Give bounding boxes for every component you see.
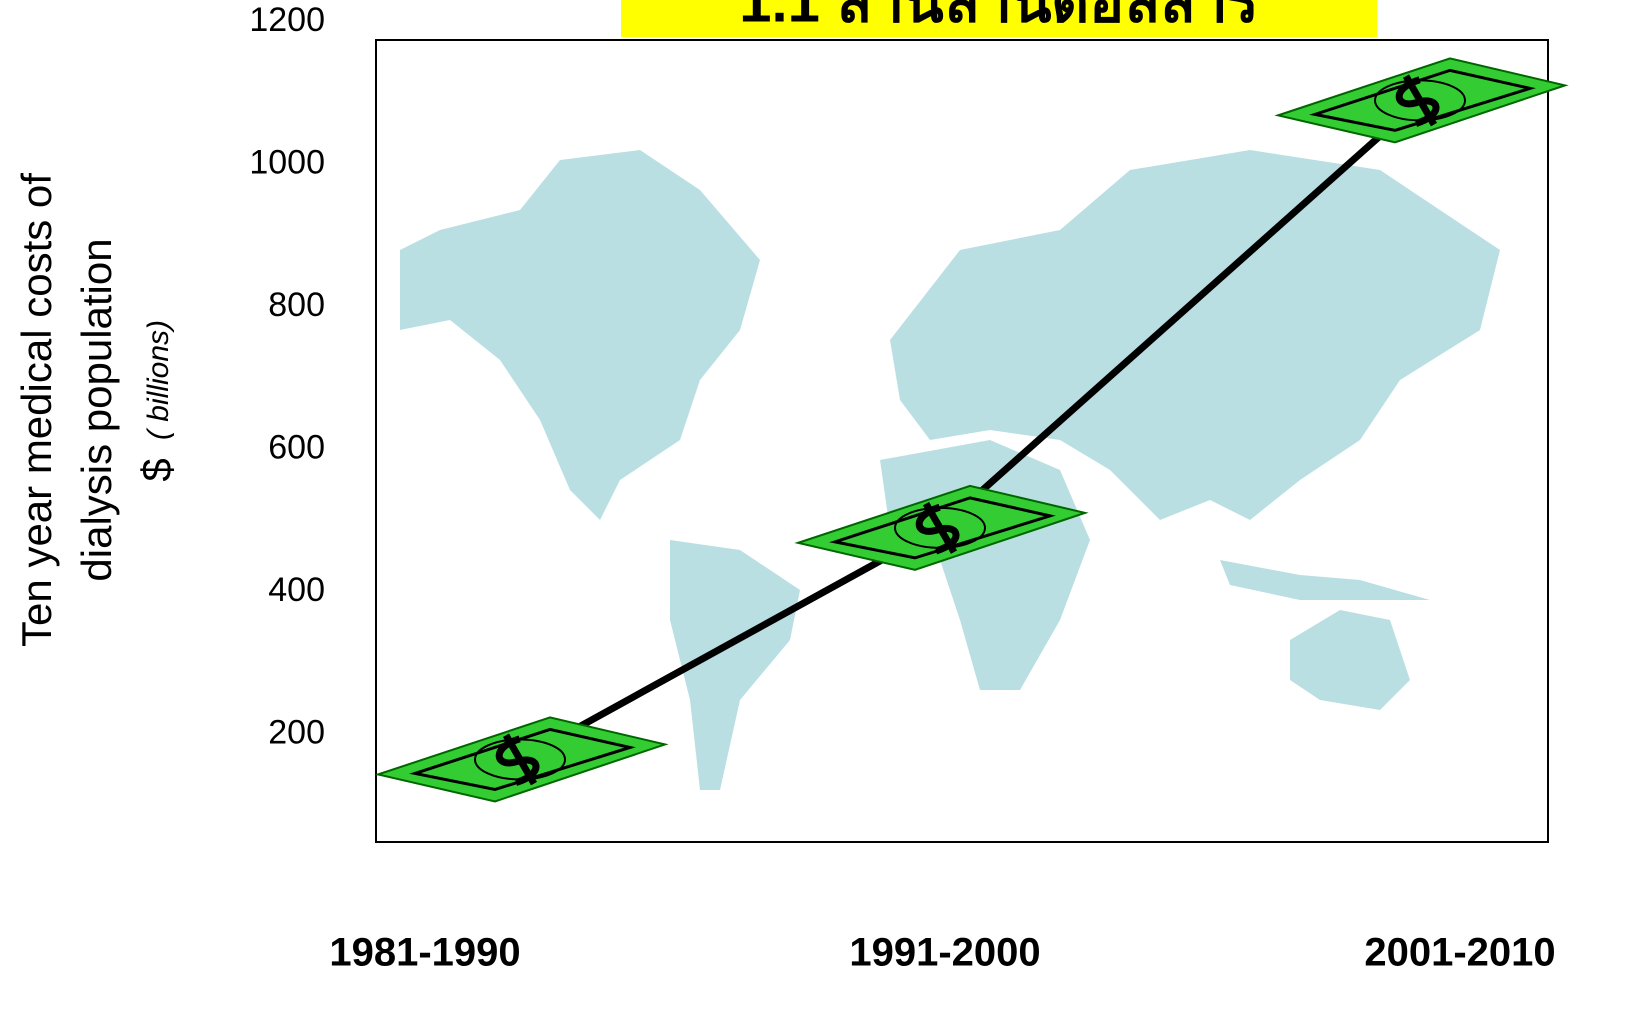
y-tick-label: 800 <box>268 286 325 324</box>
y-tick-label: 600 <box>268 428 325 466</box>
y-unit: ( billions) <box>142 320 175 440</box>
y-label: $ <box>133 458 180 481</box>
chart-title: 1.1 ล้านล้านดอลล่าร์ <box>739 0 1259 34</box>
x-tick-label: 2001-2010 <box>1364 931 1555 975</box>
title-box <box>621 0 1377 37</box>
bill-marker <box>794 484 1089 571</box>
y-tick-label: 400 <box>268 571 325 609</box>
bill-symbol <box>1395 74 1440 127</box>
world-map <box>400 150 1500 790</box>
x-tick-label: 1991-2000 <box>849 931 1040 975</box>
y-label: dialysis population <box>73 238 120 581</box>
y-tick-label: 1000 <box>249 143 325 181</box>
y-tick-label: 200 <box>268 713 325 751</box>
plot-frame <box>375 39 1549 843</box>
y-tick-label: 1200 <box>249 1 325 39</box>
bill-symbol <box>495 733 540 786</box>
bill-marker <box>1274 57 1569 144</box>
y-label: Ten year medical costs of <box>13 173 60 647</box>
bill-marker <box>374 716 669 803</box>
x-tick-label: 1981-1990 <box>329 931 520 975</box>
bill-symbol <box>915 501 960 555</box>
y-title: Ten year medical costs of dialysis popul… <box>13 173 180 647</box>
